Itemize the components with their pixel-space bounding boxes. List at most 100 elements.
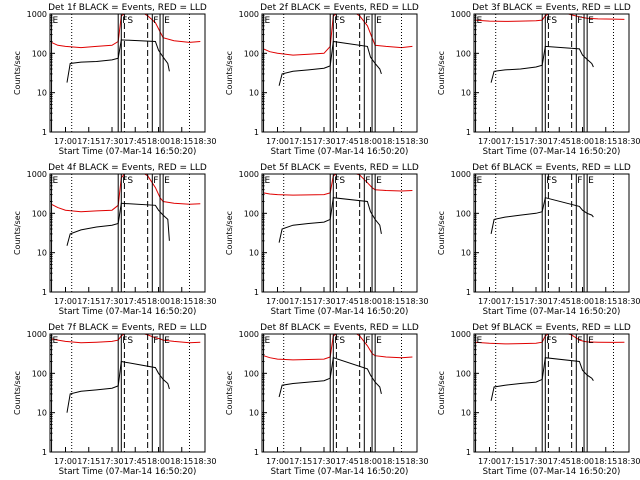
- x-tick-label: 17:30: [100, 137, 123, 146]
- x-axis-label: Start Time (07-Mar-14 16:50:20): [271, 307, 409, 317]
- lld-series-line: [263, 334, 413, 361]
- events-series-line: [66, 202, 170, 246]
- y-tick-label: 10: [249, 89, 259, 98]
- plot-frame: [49, 13, 206, 133]
- x-tick-label: 17:15: [289, 297, 312, 306]
- x-tick-label: 17:45: [548, 457, 571, 466]
- y-axis-label: Counts/sec: [225, 51, 234, 95]
- marker-label: E: [164, 176, 170, 186]
- events-series-line: [490, 45, 594, 83]
- panel-title: Det 7f BLACK = Events, RED = LLD: [48, 323, 207, 333]
- x-tick-label: 17:00: [266, 137, 289, 146]
- x-tick-label: 18:00: [571, 297, 594, 306]
- x-tick-label: 17:15: [77, 457, 100, 466]
- marker-label: F: [153, 176, 158, 186]
- y-tick-label: 1: [466, 128, 471, 137]
- events-series-line: [66, 360, 170, 413]
- y-tick-label: 100: [244, 49, 259, 58]
- x-tick-label: 17:00: [266, 457, 289, 466]
- marker-label: E: [265, 176, 271, 186]
- x-tick-label: 17:30: [312, 137, 335, 146]
- x-tick-label: 17:00: [478, 297, 501, 306]
- plot-frame: [261, 13, 418, 133]
- x-tick-label: 17:00: [478, 457, 501, 466]
- x-tick-label: 17:15: [289, 137, 312, 146]
- y-tick-label: 10: [461, 249, 471, 258]
- marker-label: FS: [122, 336, 133, 346]
- y-tick-label: 100: [32, 49, 47, 58]
- y-tick-label: 1000: [451, 170, 471, 179]
- x-tick-label: 17:15: [77, 297, 100, 306]
- x-tick-label: 18:00: [571, 457, 594, 466]
- x-tick-label: 17:30: [100, 457, 123, 466]
- detector-panel: Det 3f BLACK = Events, RED = LLD 1 10 100 10…: [437, 3, 640, 157]
- y-axis-label: Counts/sec: [437, 51, 446, 95]
- marker-label: F: [365, 336, 370, 346]
- x-axis-label: Start Time (07-Mar-14 16:50:20): [483, 467, 621, 477]
- panel-title: Det 2f BLACK = Events, RED = LLD: [260, 3, 419, 13]
- x-tick-label: 18:15: [382, 297, 405, 306]
- x-tick-label: 18:15: [594, 457, 617, 466]
- y-tick-label: 100: [244, 369, 259, 378]
- plot-frame: [261, 173, 418, 293]
- x-axis-label: Start Time (07-Mar-14 16:50:20): [483, 147, 621, 157]
- y-tick-label: 100: [32, 369, 47, 378]
- x-tick-label: 17:00: [54, 457, 77, 466]
- y-tick-label: 100: [32, 209, 47, 218]
- y-tick-label: 10: [249, 409, 259, 418]
- x-tick-label: 18:15: [382, 457, 405, 466]
- lld-series-line: [51, 334, 201, 344]
- y-axis-label: Counts/sec: [13, 211, 22, 255]
- plot-area: [51, 14, 201, 132]
- plot-frame: [473, 173, 630, 293]
- marker-label: F: [577, 336, 582, 346]
- panel-title: Det 9f BLACK = Events, RED = LLD: [472, 323, 631, 333]
- marker-label: E: [53, 176, 59, 186]
- marker-label: E: [164, 336, 170, 346]
- detector-panel: Det 8f BLACK = Events, RED = LLD 1 10 100 10…: [225, 323, 429, 477]
- x-tick-label: 18:15: [170, 457, 193, 466]
- plot-frame: [473, 333, 630, 453]
- marker-label: F: [153, 16, 158, 26]
- y-tick-label: 1: [42, 288, 47, 297]
- x-tick-label: 18:15: [170, 137, 193, 146]
- x-tick-label: 17:45: [336, 457, 359, 466]
- x-tick-label: 18:00: [359, 297, 382, 306]
- x-tick-label: 18:30: [617, 297, 640, 306]
- x-tick-label: 17:30: [524, 137, 547, 146]
- y-tick-label: 10: [37, 249, 47, 258]
- x-axis-label: Start Time (07-Mar-14 16:50:20): [59, 307, 197, 317]
- marker-label: E: [588, 336, 594, 346]
- marker-label: E: [53, 336, 59, 346]
- x-tick-label: 17:15: [77, 137, 100, 146]
- y-tick-label: 1: [254, 128, 259, 137]
- y-axis-label: Counts/sec: [225, 211, 234, 255]
- y-tick-label: 1: [42, 128, 47, 137]
- x-tick-label: 18:30: [617, 457, 640, 466]
- detector-panel: Det 7f BLACK = Events, RED = LLD 1 10 100 10…: [13, 323, 217, 477]
- marker-label: FS: [122, 16, 133, 26]
- lld-series-line: [475, 334, 625, 345]
- plot-area: [263, 334, 413, 452]
- plot-area: [475, 174, 614, 292]
- plot-frame: [49, 333, 206, 453]
- x-tick-label: 17:45: [336, 297, 359, 306]
- x-axis-label: Start Time (07-Mar-14 16:50:20): [59, 467, 197, 477]
- panel-title: Det 5f BLACK = Events, RED = LLD: [260, 163, 419, 173]
- plot-frame: [261, 333, 418, 453]
- plot-area: [475, 334, 625, 452]
- x-tick-label: 17:30: [524, 297, 547, 306]
- marker-label: E: [376, 176, 382, 186]
- y-tick-label: 100: [456, 209, 471, 218]
- x-tick-label: 17:30: [312, 457, 335, 466]
- events-series-line: [278, 40, 382, 86]
- lld-series-line: [263, 14, 413, 56]
- detector-panel: Det 9f BLACK = Events, RED = LLD 1 10 100 10…: [437, 323, 640, 477]
- detector-panel: Det 4f BLACK = Events, RED = LLD 1 10 100 10…: [13, 163, 217, 317]
- x-tick-label: 17:00: [478, 137, 501, 146]
- marker-label: F: [577, 176, 582, 186]
- y-tick-label: 1000: [27, 10, 47, 19]
- x-tick-label: 18:30: [193, 297, 216, 306]
- y-tick-label: 100: [244, 209, 259, 218]
- y-axis-label: Counts/sec: [13, 371, 22, 415]
